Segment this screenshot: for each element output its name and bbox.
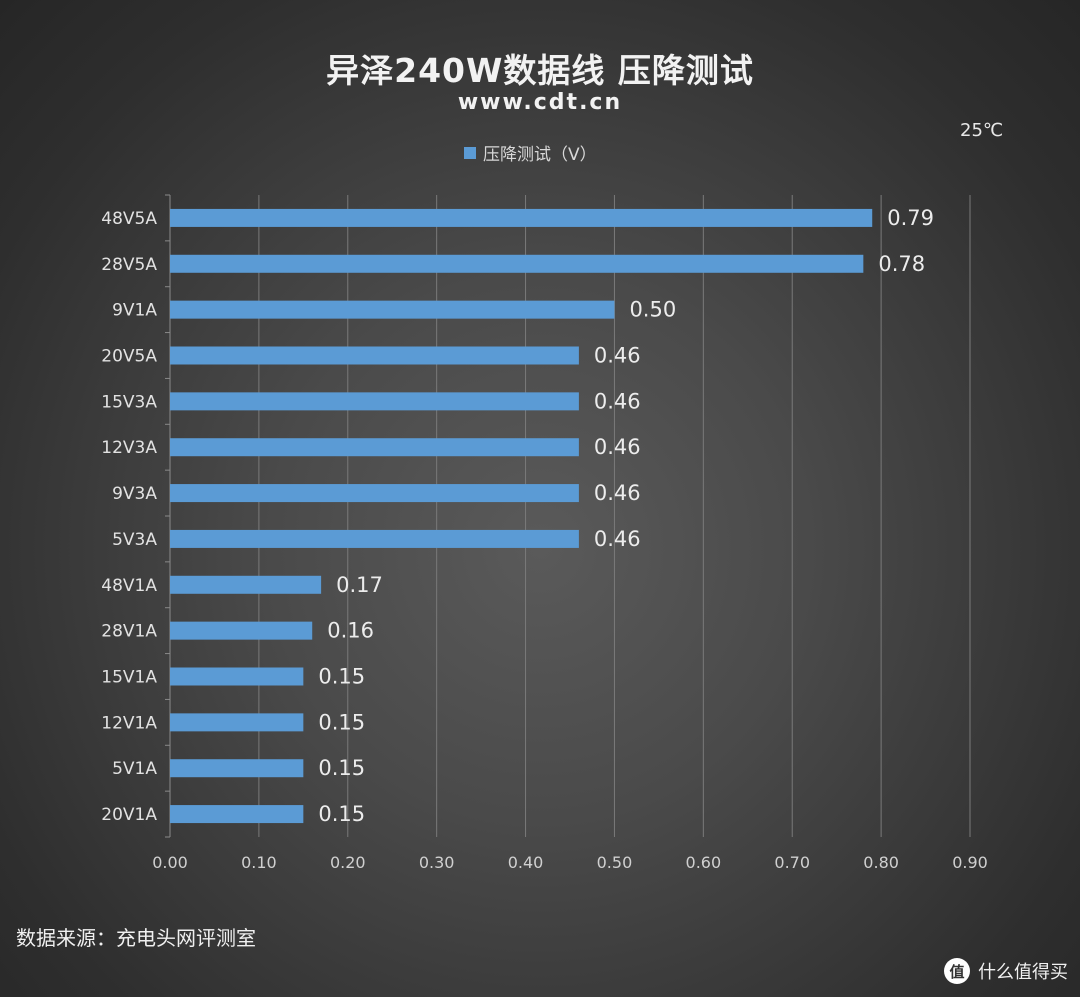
x-tick-label: 0.90 — [952, 853, 988, 872]
data-label: 0.78 — [878, 252, 925, 276]
category-label: 5V3A — [112, 530, 157, 550]
watermark-logo-icon: 值 — [944, 958, 970, 984]
x-tick-label: 0.50 — [597, 853, 633, 872]
category-label: 20V1A — [101, 805, 157, 825]
legend-label: 压降测试（V） — [483, 145, 597, 165]
bar — [170, 438, 579, 457]
bar — [170, 346, 579, 365]
chart-subtitle: www.cdt.cn — [457, 90, 623, 115]
bar — [170, 254, 864, 273]
category-label: 28V5A — [101, 255, 157, 275]
x-tick-label: 0.10 — [241, 853, 277, 872]
category-label: 12V3A — [101, 438, 157, 458]
data-label: 0.15 — [318, 802, 365, 826]
category-label: 20V5A — [101, 347, 157, 367]
x-tick-label: 0.60 — [686, 853, 722, 872]
x-tick-label: 0.20 — [330, 853, 366, 872]
x-tick-label: 0.40 — [508, 853, 544, 872]
bar — [170, 575, 322, 594]
category-label: 28V1A — [101, 622, 157, 642]
x-tick-label: 0.70 — [774, 853, 810, 872]
watermark-text: 什么值得买 — [978, 962, 1068, 983]
category-label: 12V1A — [101, 713, 157, 733]
bar — [170, 759, 304, 778]
bar — [170, 300, 615, 319]
legend-swatch — [464, 146, 476, 159]
data-label: 0.46 — [594, 481, 641, 505]
data-label: 0.46 — [594, 435, 641, 459]
data-label: 0.46 — [594, 527, 641, 551]
data-label: 0.17 — [336, 573, 383, 597]
category-label: 5V1A — [112, 759, 157, 779]
legend: 压降测试（V） — [464, 140, 597, 165]
x-tick-label: 0.80 — [863, 853, 899, 872]
data-label: 0.15 — [318, 665, 365, 689]
category-label: 15V3A — [101, 392, 157, 412]
data-label: 0.15 — [318, 710, 365, 734]
temperature-note: 25℃ — [960, 120, 1004, 141]
data-label: 0.46 — [594, 389, 641, 413]
data-label: 0.79 — [887, 206, 934, 230]
bar — [170, 667, 304, 686]
bar — [170, 529, 579, 548]
bar — [170, 805, 304, 824]
bar — [170, 621, 313, 640]
data-source: 数据来源：充电头网评测室 — [16, 926, 256, 950]
category-label: 9V1A — [112, 301, 157, 321]
category-label: 48V5A — [101, 209, 157, 229]
category-label: 9V3A — [112, 484, 157, 504]
x-tick-label: 0.30 — [419, 853, 455, 872]
chart-title: 异泽240W数据线 压降测试 — [326, 51, 754, 90]
bar — [170, 392, 579, 411]
data-label: 0.50 — [629, 298, 676, 322]
data-label: 0.16 — [327, 619, 374, 643]
bar — [170, 484, 579, 503]
data-label: 0.46 — [594, 344, 641, 368]
category-label: 48V1A — [101, 576, 157, 596]
bar — [170, 208, 873, 227]
category-label: 15V1A — [101, 668, 157, 688]
watermark: 值 什么值得买 — [944, 958, 1068, 984]
data-label: 0.15 — [318, 756, 365, 780]
x-tick-label: 0.00 — [152, 853, 188, 872]
bar — [170, 713, 304, 732]
